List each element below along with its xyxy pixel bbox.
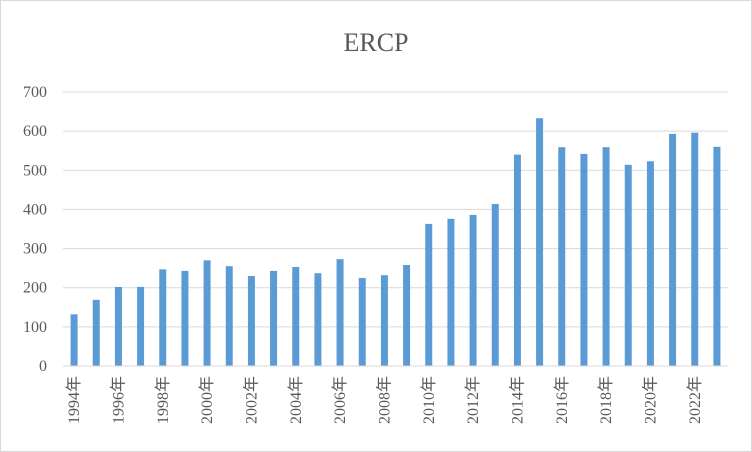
x-tick-label: 2010年 [420,376,438,424]
x-tick-label: 2012年 [464,376,482,424]
bar [469,214,477,366]
bar [713,146,721,366]
bar [646,161,654,366]
bar [114,286,122,366]
gridlines [63,91,728,328]
x-tick-label: 2016年 [553,376,571,424]
bar [447,218,455,366]
chart-title: ERCP [343,28,408,57]
bar [225,266,233,366]
bar [403,265,411,366]
y-axis-tick-labels: 0 100 200 300 400 500 600 700 [23,84,47,375]
bar [159,269,167,366]
y-tick-label: 300 [23,241,47,258]
bar [314,273,322,366]
x-tick-label: 2006年 [331,376,349,424]
x-tick-label: 2018年 [597,376,615,424]
x-axis-tick-labels: 1994年 1996年 1998年 2000年 2002年 2004年 2006年 2008年… [65,376,704,424]
bar [602,147,610,366]
bar [247,275,255,366]
y-tick-label: 400 [23,201,47,218]
x-tick-label: 2004年 [287,376,305,424]
y-tick-label: 200 [23,280,47,297]
x-tick-label: 2002年 [242,376,260,424]
bar [580,153,588,366]
bar [181,270,189,366]
x-tick-label: 1994年 [65,376,83,424]
bar [558,147,566,366]
x-tick-label: 2000年 [198,376,216,424]
bar [425,223,433,366]
y-tick-label: 700 [23,84,47,101]
bar [270,270,278,366]
x-tick-label: 2008年 [375,376,393,424]
bar [691,132,699,366]
bar [380,275,388,366]
bar [336,259,344,366]
y-tick-label: 600 [23,123,47,140]
bar [292,266,300,366]
x-tick-label: 1996年 [109,376,127,424]
x-tick-label: 2022年 [686,376,704,424]
bar [536,118,544,366]
x-tick-label: 2020年 [641,376,659,424]
bar [513,154,521,366]
bar [669,133,677,366]
y-tick-label: 0 [39,358,47,375]
x-tick-label: 1998年 [154,376,172,424]
bar [70,314,78,366]
bar-series [70,118,721,366]
y-tick-label: 500 [23,162,47,179]
y-tick-label: 100 [23,319,47,336]
bar [358,277,366,366]
bar [92,299,100,366]
bar [491,203,499,366]
bar [203,260,211,366]
bar [137,286,145,366]
x-tick-label: 2014年 [508,376,526,424]
bar [624,164,632,366]
